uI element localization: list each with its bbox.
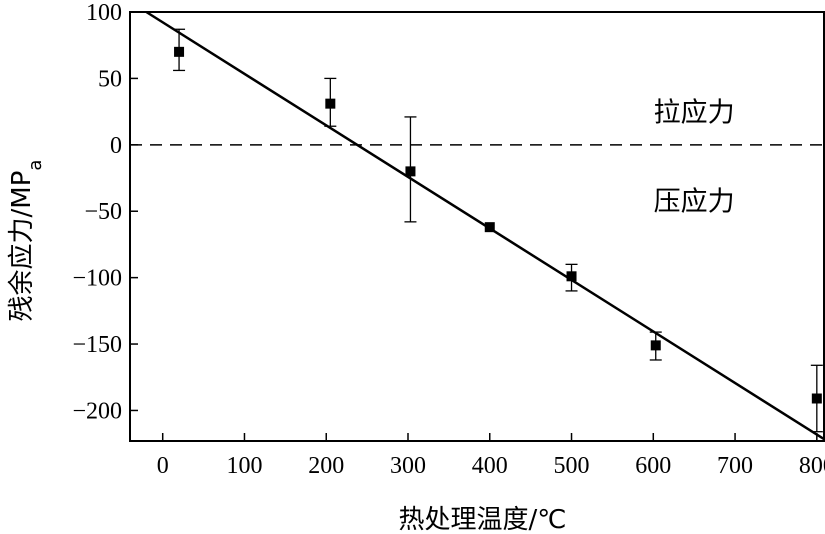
data-point	[811, 393, 822, 404]
annotation-tensile: 拉应力	[654, 98, 735, 129]
y-tick-label: 100	[86, 0, 122, 26]
y-axis-title-sub: a	[25, 160, 46, 171]
y-tick-label: −50	[84, 199, 122, 225]
data-point	[405, 166, 416, 177]
data-point	[484, 222, 495, 233]
x-tick-label: 700	[717, 453, 753, 479]
data-point	[566, 271, 577, 282]
x-axis-title: 热处理温度/℃	[399, 505, 567, 534]
y-tick-label: −150	[72, 332, 122, 358]
x-tick-label: 800	[799, 453, 825, 479]
x-tick-label: 100	[226, 453, 262, 479]
y-tick-label: 0	[110, 133, 122, 159]
x-tick-label: 600	[635, 453, 671, 479]
x-tick-label: 200	[308, 453, 344, 479]
y-axis-title-main: 残余应力/MP	[7, 171, 37, 322]
x-tick-label: 400	[472, 453, 508, 479]
y-tick-label: −100	[72, 266, 122, 292]
y-tick-label: −200	[72, 398, 122, 424]
y-tick-label: 50	[98, 66, 122, 92]
data-point	[650, 340, 661, 351]
data-point	[325, 98, 336, 109]
x-tick-label: 0	[157, 453, 169, 479]
x-tick-label: 300	[390, 453, 426, 479]
y-axis-title: 残余应力/MPa	[7, 160, 46, 322]
x-tick-label: 500	[554, 453, 590, 479]
data-point	[174, 46, 185, 57]
annotation-compressive: 压应力	[654, 187, 735, 218]
plot-border	[129, 11, 825, 442]
